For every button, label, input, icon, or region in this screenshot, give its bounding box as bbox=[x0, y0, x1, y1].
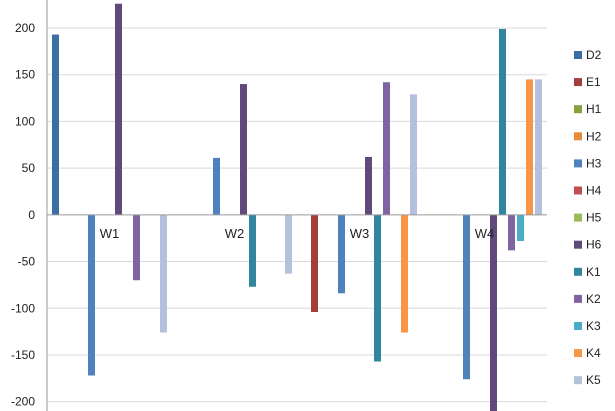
legend: D2 E1 H1 H2 H3 H4 H5 H6 K1 K2 K3 K4 K5 bbox=[574, 48, 602, 387]
bar-k2-w3 bbox=[383, 82, 390, 215]
legend-swatch bbox=[574, 186, 582, 195]
legend-swatch bbox=[574, 376, 582, 385]
y-tick-label: 200 bbox=[15, 21, 35, 35]
legend-swatch bbox=[574, 159, 582, 168]
bar-k2-w1 bbox=[133, 214, 140, 281]
bar-h6-w4 bbox=[490, 214, 497, 411]
bar-h6-w3 bbox=[365, 156, 372, 215]
bar-h6-w1 bbox=[115, 3, 122, 215]
legend-swatch bbox=[574, 294, 582, 303]
bar-h3-w1 bbox=[88, 214, 95, 376]
legend-swatch bbox=[574, 213, 582, 222]
bar-h3-w4 bbox=[463, 214, 470, 380]
category-label: W4 bbox=[475, 226, 495, 241]
legend-label: H5 bbox=[586, 211, 602, 225]
y-tick-label: 0 bbox=[28, 208, 35, 222]
legend-swatch bbox=[574, 78, 582, 87]
gridlines bbox=[47, 27, 547, 403]
y-tick-label: 100 bbox=[15, 114, 35, 128]
legend-label: H4 bbox=[586, 184, 602, 198]
bar-k1-w4 bbox=[499, 28, 506, 215]
bar-k5-w4 bbox=[535, 79, 542, 215]
legend-label: D2 bbox=[586, 48, 602, 62]
legend-label: K5 bbox=[586, 373, 601, 387]
y-tick-label: -100 bbox=[11, 301, 35, 315]
legend-swatch bbox=[574, 267, 582, 276]
bar-k3-w4 bbox=[517, 214, 524, 241]
y-tick-label: -150 bbox=[11, 348, 35, 362]
legend-label: H6 bbox=[586, 238, 602, 252]
bar-k1-w2 bbox=[249, 214, 256, 287]
bar-k5-w3 bbox=[410, 94, 417, 215]
legend-label: H1 bbox=[586, 102, 602, 116]
legend-swatch bbox=[574, 322, 582, 330]
y-tick-label: 50 bbox=[22, 161, 36, 175]
bar-k2-w4 bbox=[508, 214, 515, 251]
y-tick-label: -200 bbox=[11, 395, 35, 409]
bar-k5-w2 bbox=[285, 214, 292, 274]
bar-k4-w4 bbox=[526, 79, 533, 215]
bar-h3-w2 bbox=[213, 157, 220, 215]
bar-h3-w3 bbox=[338, 214, 345, 294]
y-tick-label: -50 bbox=[18, 255, 36, 269]
legend-swatch bbox=[574, 132, 582, 141]
category-label: W2 bbox=[225, 226, 245, 241]
legend-label: E1 bbox=[586, 75, 601, 89]
legend-label: H2 bbox=[586, 129, 602, 143]
legend-swatch bbox=[574, 105, 582, 114]
bar-k4-w3 bbox=[401, 214, 408, 333]
legend-swatch bbox=[574, 240, 582, 249]
bars bbox=[52, 3, 542, 411]
legend-label: K3 bbox=[586, 319, 601, 333]
legend-label: H3 bbox=[586, 156, 602, 170]
legend-swatch bbox=[574, 349, 582, 358]
legend-label: K1 bbox=[586, 265, 601, 279]
y-tick-label: 150 bbox=[15, 68, 35, 82]
bar-d2-w1 bbox=[52, 34, 59, 215]
category-labels: W1 W2 W3 W4 bbox=[100, 226, 495, 241]
legend-label: K2 bbox=[586, 292, 601, 306]
y-tick-labels: 200 150 100 50 0 -50 -100 -150 -200 bbox=[11, 21, 35, 409]
bar-k1-w3 bbox=[374, 214, 381, 362]
bar-e1-w3 bbox=[311, 214, 318, 312]
legend-label: K4 bbox=[586, 346, 601, 360]
bar-h6-w2 bbox=[240, 84, 247, 215]
category-label: W3 bbox=[350, 226, 370, 241]
category-label: W1 bbox=[100, 226, 120, 241]
legend-swatch bbox=[574, 51, 582, 59]
bar-k5-w1 bbox=[160, 214, 167, 333]
